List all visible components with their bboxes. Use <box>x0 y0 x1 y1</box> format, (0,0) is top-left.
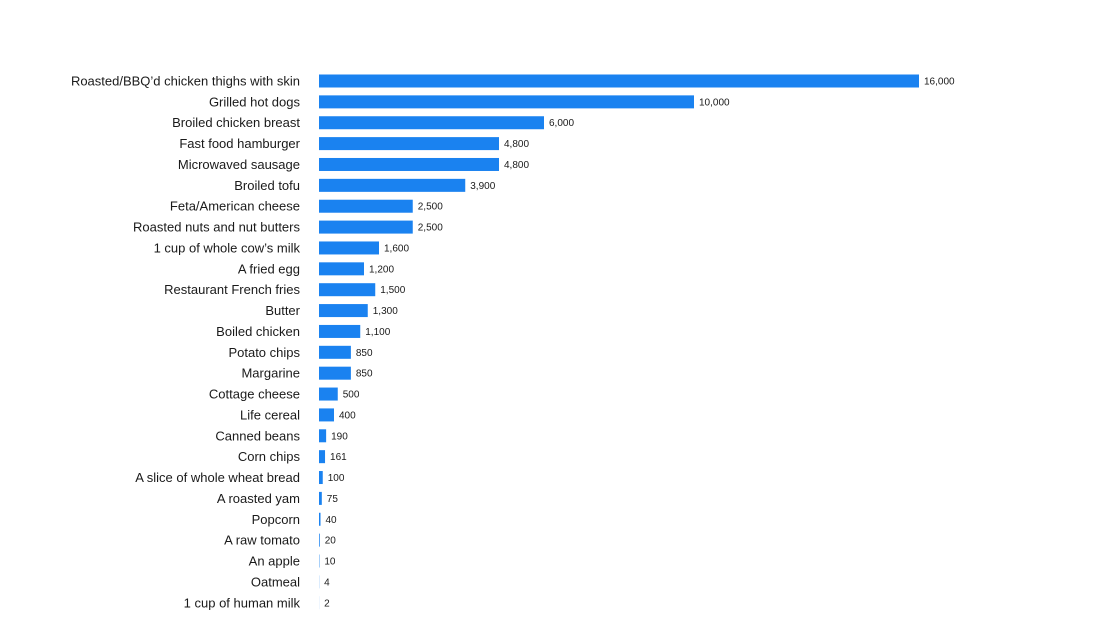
value-label: 40 <box>326 515 338 526</box>
value-label: 4,800 <box>504 139 529 150</box>
value-label: 10,000 <box>699 97 730 108</box>
category-label: Popcorn <box>252 512 300 527</box>
category-label: Butter <box>265 303 300 318</box>
value-label: 6,000 <box>549 118 574 129</box>
bar <box>319 178 466 192</box>
value-labels-group: 16,000 10,000 6,000 4,800 4,800 3,900 2,500 2,5… <box>324 77 955 610</box>
category-label: Cottage cheese <box>209 387 300 402</box>
category-label: Fast food hamburger <box>179 136 300 151</box>
value-label: 1,600 <box>384 243 409 254</box>
value-label: 2,500 <box>418 202 443 213</box>
value-label: 190 <box>331 431 348 442</box>
value-label: 2 <box>324 598 330 609</box>
value-label: 161 <box>330 452 347 463</box>
bar <box>319 387 338 401</box>
value-label: 20 <box>325 536 337 547</box>
bar <box>319 74 919 88</box>
category-label: Margarine <box>241 366 300 381</box>
value-label: 500 <box>343 390 360 401</box>
value-label: 850 <box>356 369 373 380</box>
category-label: Broiled tofu <box>234 178 300 193</box>
category-label: A raw tomato <box>224 533 300 548</box>
category-label: Grilled hot dogs <box>209 94 301 109</box>
bar <box>319 533 320 547</box>
value-label: 75 <box>327 494 339 505</box>
category-label: A slice of whole wheat bread <box>135 470 300 485</box>
bar <box>319 304 368 318</box>
value-label: 400 <box>339 410 356 421</box>
bar <box>319 324 361 338</box>
bar <box>319 471 323 485</box>
bars-group <box>319 74 919 610</box>
category-label: Roasted nuts and nut butters <box>133 220 300 235</box>
category-label: Canned beans <box>215 428 300 443</box>
bar <box>319 345 351 359</box>
category-label: Corn chips <box>238 449 301 464</box>
category-labels-group: Roasted/BBQ’d chicken thighs with skin Gr… <box>71 74 301 611</box>
bar <box>319 95 694 109</box>
value-label: 2,500 <box>418 223 443 234</box>
bar <box>319 241 379 255</box>
bar <box>319 262 364 276</box>
value-label: 100 <box>328 473 345 484</box>
bar <box>319 366 351 380</box>
category-label: Restaurant French fries <box>164 282 300 297</box>
bar <box>319 429 327 443</box>
category-label: 1 cup of whole cow’s milk <box>154 240 301 255</box>
bar <box>319 491 322 505</box>
category-label: Oatmeal <box>251 574 300 589</box>
category-label: Broiled chicken breast <box>172 115 300 130</box>
value-label: 1,200 <box>369 264 394 275</box>
value-label: 4 <box>324 577 330 588</box>
bar <box>319 157 499 171</box>
bar <box>319 137 499 151</box>
category-label: Potato chips <box>228 345 300 360</box>
bar <box>319 450 326 464</box>
category-label: A fried egg <box>238 261 300 276</box>
value-label: 16,000 <box>924 77 955 88</box>
bar <box>319 283 376 297</box>
category-label: 1 cup of human milk <box>184 595 301 610</box>
value-label: 3,900 <box>470 181 495 192</box>
category-label: Boiled chicken <box>216 324 300 339</box>
value-label: 10 <box>324 557 336 568</box>
bar <box>319 199 413 213</box>
category-label: Life cereal <box>240 407 300 422</box>
value-label: 850 <box>356 348 373 359</box>
value-label: 1,500 <box>380 285 405 296</box>
value-label: 1,100 <box>365 327 390 338</box>
bar <box>319 512 321 526</box>
category-label: An apple <box>249 554 300 569</box>
bar <box>319 116 544 130</box>
value-label: 4,800 <box>504 160 529 171</box>
value-label: 1,300 <box>373 306 398 317</box>
category-label: Roasted/BBQ’d chicken thighs with skin <box>71 74 300 89</box>
bar <box>319 408 334 422</box>
category-label: A roasted yam <box>217 491 300 506</box>
category-label: Feta/American cheese <box>170 199 300 214</box>
bar <box>319 220 413 234</box>
category-label: Microwaved sausage <box>178 157 300 172</box>
